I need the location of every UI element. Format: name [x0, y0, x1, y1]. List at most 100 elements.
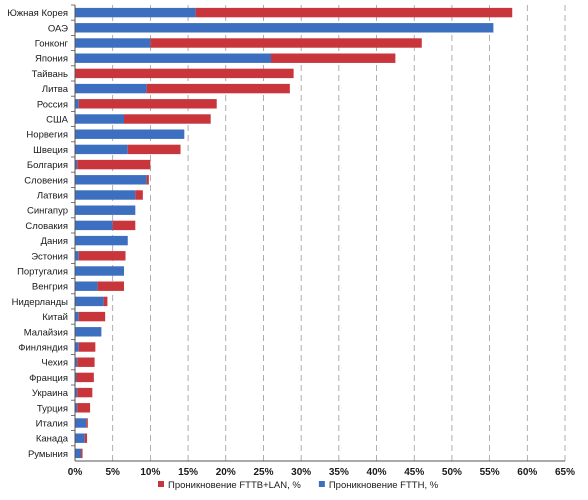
category-label: Малайзия: [24, 327, 68, 338]
bar-fttb-lan: [76, 372, 94, 383]
category-label: Чехия: [41, 358, 68, 369]
bar-fttb-lan: [81, 448, 83, 459]
bar-fttb-lan: [112, 220, 136, 231]
bar-ftth: [75, 7, 196, 18]
bar-fttb-lan: [78, 311, 106, 322]
category-label: Латвия: [37, 191, 68, 202]
category-labels: Южная Корея ОАЭ Гонконг Япония Тайвань Литва Р…: [7, 8, 69, 460]
category-label: Румыния: [28, 449, 68, 460]
category-label: Италия: [36, 419, 68, 430]
bar-fttb-lan: [77, 159, 151, 170]
bar-ftth: [75, 357, 78, 367]
grid-lines: [112, 5, 566, 461]
bar-fttb-lan: [97, 281, 124, 291]
legend: Проникновение FTTB+LAN, % Проникновение F…: [158, 480, 439, 491]
legend-label: Проникновение FTTB+LAN, %: [168, 480, 301, 491]
x-tick-label: 25%: [253, 467, 273, 478]
bar-ftth: [75, 266, 124, 276]
bar-ftth: [75, 235, 128, 246]
bar-fttb-lan: [127, 144, 181, 155]
bar-ftth: [75, 159, 78, 170]
bar-fttb-lan: [103, 296, 108, 307]
bar-ftth: [75, 296, 104, 307]
category-label: Словения: [24, 175, 68, 186]
x-tick-label: 10%: [140, 467, 160, 478]
bar-fttb-lan: [195, 7, 513, 18]
category-label: Турция: [37, 403, 68, 414]
bar-ftth: [75, 23, 494, 33]
bar-ftth: [75, 448, 82, 459]
bar-fttb-lan: [150, 38, 422, 48]
category-label: США: [46, 115, 69, 126]
bar-fttb-lan: [84, 433, 88, 443]
bar-fttb-lan: [77, 403, 91, 413]
category-label: Украина: [32, 388, 69, 399]
x-tick-label: 40%: [367, 467, 387, 478]
bar-fttb-lan: [78, 251, 126, 261]
bar-ftth: [75, 433, 85, 443]
legend-swatch: [318, 481, 325, 487]
bar-fttb-lan: [77, 357, 95, 367]
x-tick-label: 55%: [480, 467, 500, 478]
category-label: Португалия: [17, 267, 68, 278]
x-tick-label: 60%: [517, 467, 537, 478]
bar-fttb-lan: [146, 175, 149, 185]
bar-ftth: [75, 372, 77, 383]
category-label: Венгрия: [32, 282, 68, 293]
category-label: Япония: [35, 54, 68, 65]
bar-fttb-lan: [86, 418, 88, 428]
category-label: Гонконг: [35, 39, 69, 50]
category-label: Китай: [42, 312, 68, 323]
bar-ftth: [75, 418, 87, 428]
x-tick-label: 45%: [404, 467, 424, 478]
x-tick-labels: 0% 5% 10% 15% 20% 25% 30% 35% 40% 45% 50% 55% 60% 65%: [68, 467, 575, 478]
bar-fttb-lan: [78, 99, 217, 109]
bars: [75, 7, 513, 459]
bar-ftth: [75, 311, 79, 322]
bar-fttb-lan: [135, 190, 143, 200]
x-tick-label: 15%: [178, 467, 198, 478]
category-label: Сингапур: [27, 206, 68, 217]
bar-ftth: [75, 327, 102, 337]
x-tick-label: 5%: [105, 467, 120, 478]
bar-fttb-lan: [78, 342, 96, 352]
x-tick-label: 50%: [442, 467, 462, 478]
x-tick-label: 35%: [329, 467, 349, 478]
category-label: Франция: [29, 373, 68, 384]
category-label: Эстония: [31, 251, 68, 262]
category-label: Южная Корея: [7, 8, 68, 19]
category-label: Дания: [41, 236, 68, 247]
category-label: Россия: [37, 99, 68, 110]
category-label: Канада: [36, 434, 69, 445]
bar-ftth: [75, 129, 185, 139]
category-label: Литва: [42, 84, 69, 95]
bar-ftth: [75, 403, 78, 413]
bar-ftth: [75, 114, 124, 124]
bar-ftth: [75, 220, 113, 231]
x-tick-label: 0%: [68, 467, 83, 478]
category-label: Болгария: [27, 160, 68, 171]
bar-ftth: [75, 83, 147, 94]
category-label: Швеция: [33, 145, 68, 156]
category-label: Тайвань: [32, 69, 68, 80]
bar-ftth: [75, 38, 151, 48]
bar-fttb-lan: [146, 83, 290, 94]
category-label: ОАЭ: [48, 23, 68, 34]
x-tick-label: 65%: [555, 467, 575, 478]
bar-ftth: [75, 99, 79, 109]
category-label: Словакия: [25, 221, 68, 232]
category-label: Норвегия: [26, 130, 68, 141]
bar-ftth: [75, 190, 136, 200]
category-label: Финляндия: [18, 343, 68, 354]
bar-ftth: [75, 205, 136, 215]
bar-ftth: [75, 144, 128, 155]
bar-ftth: [75, 251, 79, 261]
x-tick-label: 20%: [216, 467, 236, 478]
axes: [71, 4, 565, 462]
bar-ftth: [75, 53, 271, 63]
bar-fttb-lan: [271, 53, 396, 63]
bar-ftth: [75, 342, 79, 352]
legend-label: Проникновение FTTH, %: [329, 480, 439, 491]
bar-fttb-lan: [75, 68, 294, 79]
